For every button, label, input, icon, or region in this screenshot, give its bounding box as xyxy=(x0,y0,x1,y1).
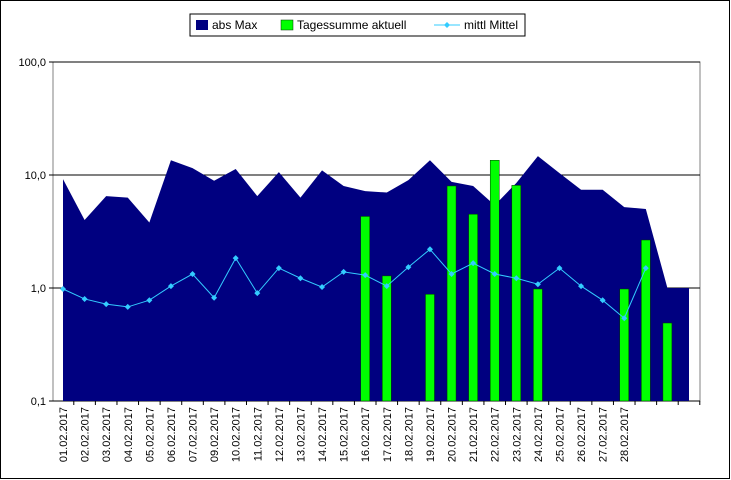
marker xyxy=(340,268,347,275)
marker xyxy=(470,260,477,267)
marker xyxy=(146,297,153,304)
x-tick-label: 03.02.2017 xyxy=(101,407,113,462)
legend xyxy=(189,13,526,37)
x-tick-label: 07.02.2017 xyxy=(188,407,200,462)
marker xyxy=(211,294,218,301)
legend-swatch xyxy=(280,19,294,31)
x-tick-label: 27.02.2017 xyxy=(598,407,610,462)
x-tick-label: 15.02.2017 xyxy=(339,407,351,462)
marker xyxy=(556,265,563,272)
marker xyxy=(60,285,66,292)
bar xyxy=(511,185,522,402)
bar xyxy=(662,322,673,402)
marker xyxy=(297,275,304,282)
x-tick-label: 18.02.2017 xyxy=(403,407,415,462)
marker xyxy=(167,283,174,290)
marker xyxy=(599,297,606,304)
x-tick-label: 10.02.2017 xyxy=(231,407,243,462)
area xyxy=(63,156,689,401)
bar xyxy=(468,213,478,402)
marker xyxy=(578,283,585,290)
y-tick-label: 10,0 xyxy=(25,170,46,182)
bar xyxy=(619,288,629,402)
y-tick-label: 0,1 xyxy=(31,396,46,408)
x-tick-label: 12.02.2017 xyxy=(274,407,286,462)
marker xyxy=(491,271,498,278)
x-tick-label: 01.02.2017 xyxy=(58,407,70,462)
bar xyxy=(489,160,500,402)
bar xyxy=(641,239,651,402)
x-tick-label: 02.02.2017 xyxy=(80,407,92,462)
x-tick-label: 17.02.2017 xyxy=(382,407,394,462)
marker xyxy=(405,264,412,271)
legend-label: mittl Mittel xyxy=(464,18,518,32)
line xyxy=(62,248,647,320)
x-tick-label: 23.02.2017 xyxy=(511,407,523,462)
marker xyxy=(319,284,326,291)
x-tick-label: 09.02.2017 xyxy=(209,407,221,462)
marker xyxy=(189,271,196,278)
x-tick-label: 14.02.2017 xyxy=(317,407,329,462)
x-tick-label: 13.02.2017 xyxy=(295,407,307,462)
marker xyxy=(621,315,628,322)
marker xyxy=(254,290,261,297)
y-tick-label: 1,0 xyxy=(31,283,46,295)
x-tick-label: 22.02.2017 xyxy=(490,407,502,462)
marker xyxy=(103,301,110,308)
x-tick-label: 24.02.2017 xyxy=(533,407,545,462)
x-tick-label: 11.02.2017 xyxy=(252,407,264,461)
x-tick-label: 06.02.2017 xyxy=(166,407,178,462)
marker xyxy=(232,255,239,262)
x-tick-label: 28.02.2017 xyxy=(619,407,631,462)
y-tick-label: 100,0 xyxy=(18,57,46,69)
x-tick-label: 25.02.2017 xyxy=(554,407,566,462)
bar xyxy=(360,216,370,402)
bar xyxy=(533,288,543,402)
x-tick-label: 05.02.2017 xyxy=(144,407,156,462)
marker xyxy=(362,272,369,279)
x-tick-label: 19.02.2017 xyxy=(425,407,437,462)
legend-swatch xyxy=(196,20,208,30)
marker xyxy=(642,265,649,272)
bar xyxy=(446,185,457,402)
legend-label: abs Max xyxy=(212,18,257,32)
legend-swatch xyxy=(444,22,450,28)
marker xyxy=(534,281,541,288)
bar xyxy=(382,275,392,402)
marker xyxy=(275,265,282,272)
x-tick-label: 21.02.2017 xyxy=(468,407,480,462)
marker xyxy=(81,295,88,302)
marker xyxy=(383,283,390,290)
x-tick-label: 20.02.2017 xyxy=(447,407,459,462)
marker xyxy=(448,271,455,278)
marker xyxy=(426,246,433,253)
x-tick-label: 26.02.2017 xyxy=(576,407,588,462)
bar xyxy=(425,294,435,402)
marker xyxy=(124,303,131,310)
x-tick-label: 16.02.2017 xyxy=(360,407,372,462)
marker xyxy=(513,275,520,282)
legend-label: Tagessumme aktuell xyxy=(297,18,406,32)
x-tick-label: 04.02.2017 xyxy=(123,407,135,462)
